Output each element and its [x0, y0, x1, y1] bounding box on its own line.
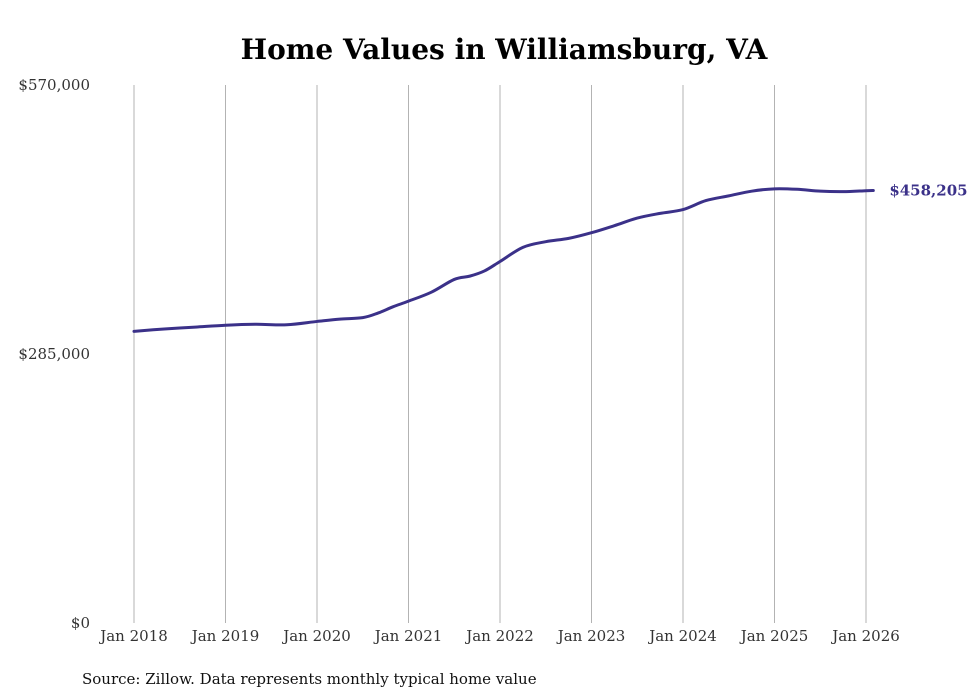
- x-tick-label: Jan 2025: [739, 627, 809, 645]
- x-tick-label: Jan 2021: [373, 627, 443, 645]
- y-axis: $0 $285,000 $570,000: [18, 76, 90, 632]
- source-note: Source: Zillow. Data represents monthly …: [82, 670, 537, 688]
- x-tick-label: Jan 2022: [464, 627, 534, 645]
- chart-title: Home Values in Williamsburg, VA: [241, 33, 769, 66]
- series-line: [132, 187, 875, 333]
- x-tick-label: Jan 2026: [830, 627, 900, 645]
- x-axis: Jan 2018 Jan 2019 Jan 2020 Jan 2021 Jan 2022…: [98, 627, 900, 645]
- grid-lines: [133, 85, 867, 623]
- y-tick-label: $285,000: [18, 345, 90, 363]
- x-tick-label: Jan 2018: [98, 627, 168, 645]
- x-tick-label: Jan 2024: [647, 627, 717, 645]
- x-tick-label: Jan 2023: [556, 627, 626, 645]
- y-tick-label: $570,000: [18, 76, 90, 94]
- end-value-label: $458,205: [889, 182, 967, 200]
- x-tick-label: Jan 2020: [281, 627, 351, 645]
- y-tick-label: $0: [71, 614, 90, 632]
- x-tick-label: Jan 2019: [190, 627, 260, 645]
